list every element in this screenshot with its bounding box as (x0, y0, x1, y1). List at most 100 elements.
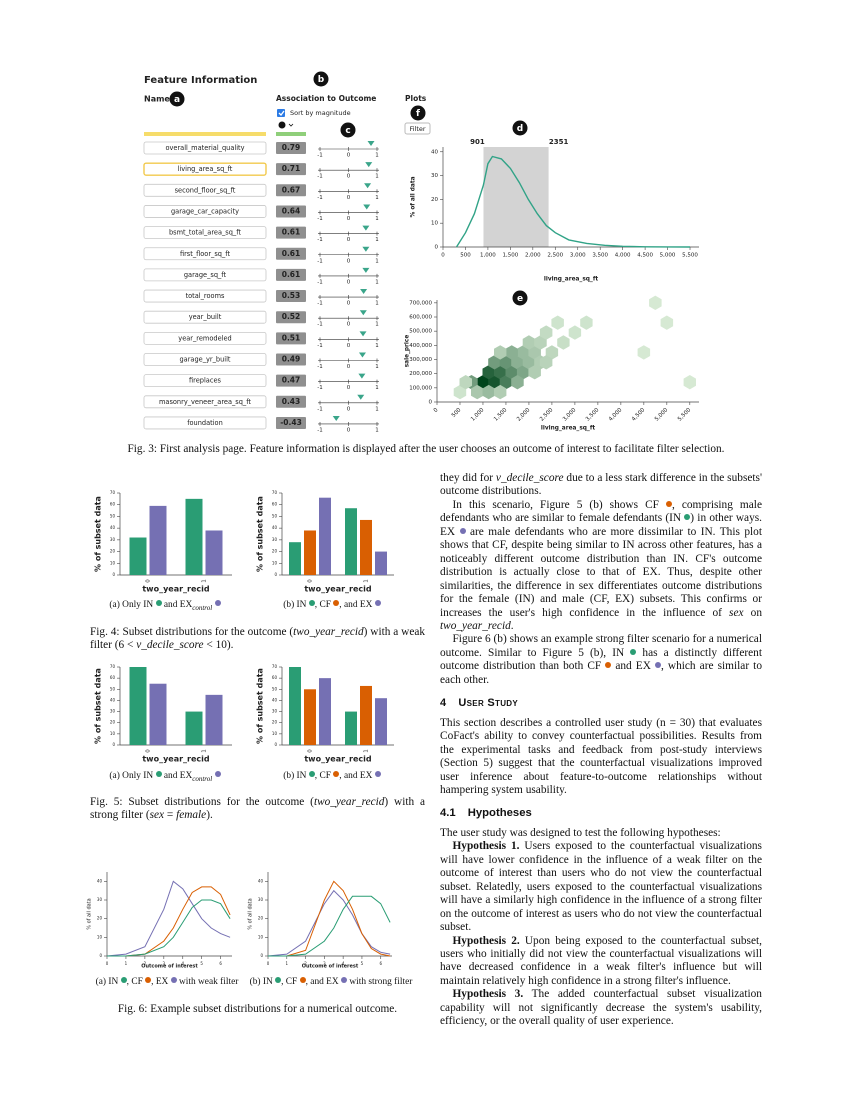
emphasis: female (176, 809, 207, 822)
hexbin-cell (511, 375, 524, 390)
value-box (276, 290, 306, 303)
bar (345, 711, 357, 745)
association-marker (367, 141, 375, 146)
x-tick-label: 4,000 (615, 253, 631, 259)
hexbin-cell (482, 384, 495, 400)
feature-name: second_floor_sq_ft (175, 186, 236, 194)
value-box (276, 184, 306, 197)
line (455, 155, 691, 248)
association-header: Association to Outcome (276, 94, 376, 103)
text: The added counterfactual subset visualiz… (440, 988, 762, 1028)
x-tick-label: 3 (323, 961, 326, 966)
feature-box (143, 374, 267, 388)
figure-caption: Fig. 6: Example subset distributions for… (90, 1003, 425, 1016)
association-marker (360, 289, 368, 295)
y-axis-label: % of all data (248, 898, 254, 929)
feature-name: foundation (187, 419, 223, 427)
text: Figure 6 (b) shows an example strong fil… (440, 633, 762, 659)
x-tick-label: 1,500 (493, 407, 509, 423)
bar (149, 683, 167, 745)
badge (340, 122, 356, 138)
x-tick-label: 4,500 (631, 407, 647, 423)
x-tick-label: 0 (146, 579, 152, 583)
x-tick-label: 2,500 (547, 253, 563, 259)
text: and EX (161, 771, 193, 781)
y-tick-label: 300,000 (409, 357, 432, 363)
x-tick-label: 2,500 (539, 407, 555, 423)
feature-box (143, 162, 267, 176)
hexbin-cell (528, 345, 541, 360)
badge (410, 105, 426, 121)
name-bar (144, 132, 266, 136)
y-axis-label: sale_price (405, 335, 411, 368)
y-tick-label: 40 (110, 525, 116, 530)
text: , and EX (305, 977, 342, 987)
x-tick-label: 4 (342, 961, 345, 966)
section-title: User Study (458, 697, 518, 710)
value-label: 0.79 (282, 143, 301, 152)
section-number: 4 (440, 697, 447, 710)
y-tick-label: 10 (272, 560, 278, 565)
y-tick-label: 20 (272, 720, 278, 725)
color-dot (214, 600, 221, 606)
feature-box (143, 416, 267, 430)
y-tick-label: 70 (110, 490, 116, 495)
value-box (276, 416, 306, 429)
association-bar (276, 132, 306, 136)
hexbin-cell (505, 345, 518, 360)
range-label: 901 (470, 138, 485, 146)
color-dot (120, 977, 127, 983)
x-tick-label: 3,500 (592, 253, 608, 259)
feature-box (143, 310, 267, 324)
color-dot (145, 977, 152, 983)
x-tick-label: 3,000 (562, 407, 578, 423)
x-axis-label: Outcome of interest (302, 964, 359, 970)
feature-box (143, 205, 267, 218)
value-box (276, 374, 306, 387)
y-tick-label: 20 (97, 916, 103, 921)
y-tick-label: 700,000 (409, 300, 432, 306)
x-tick-label: 1 (286, 961, 289, 966)
text: , CF (281, 977, 300, 987)
x-tick-label: 1,000 (470, 407, 486, 423)
x-tick-label: 0 (308, 749, 314, 753)
icon[interactable] (278, 121, 286, 129)
subcaption: (b) IN , CF , and EX (252, 771, 412, 781)
color-dot (155, 771, 162, 777)
filter-button[interactable] (404, 122, 431, 135)
sort-checkbox[interactable] (277, 109, 285, 117)
emphasis: two_year_recid (440, 619, 511, 632)
filter-label[interactable]: Filter (409, 125, 425, 133)
x-tick-label: 5 (361, 961, 364, 966)
line (267, 889, 391, 957)
x-tick-label: 0 (308, 579, 314, 583)
x-tick-label: 3 (163, 961, 166, 966)
tick-label: -1 (317, 427, 322, 433)
tick-label: 1 (375, 195, 379, 201)
subcaption: (b) IN , CF , and EX with strong filter (246, 977, 416, 987)
value-box (276, 226, 306, 239)
color-dot (684, 514, 691, 521)
y-tick-label: 10 (431, 221, 438, 227)
bar (304, 530, 316, 575)
value-label: 0.47 (282, 376, 301, 385)
subsection-number: 4.1 (440, 807, 456, 820)
y-tick-label: 70 (272, 490, 278, 495)
tick-label: 0 (347, 427, 351, 433)
hexbin-cell (551, 315, 564, 330)
y-tick-label: 60 (272, 675, 278, 680)
paragraph: In this scenario, Figure 5 (b) shows CF … (440, 499, 762, 634)
y-tick-label: 200,000 (409, 371, 432, 377)
value-label: 0.61 (282, 228, 301, 237)
text: ). (206, 809, 213, 822)
x-axis-label: living_area_sq_ft (541, 426, 595, 432)
text: Users exposed to the counterfactual visu… (440, 840, 762, 934)
x-tick-label: 1 (125, 961, 128, 966)
bar (185, 711, 203, 745)
text: , and EX (339, 771, 375, 781)
value-label: -0.43 (280, 418, 302, 427)
hexbin-cell (683, 375, 696, 390)
paragraph: This section describes a controlled user… (440, 717, 762, 798)
hexbin-cell (522, 335, 536, 350)
